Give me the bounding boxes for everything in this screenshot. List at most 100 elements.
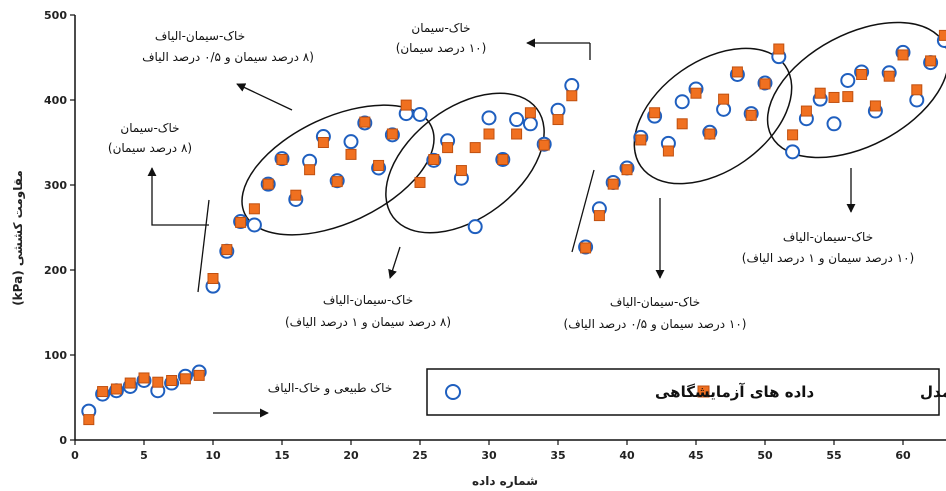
model-data-point (621, 164, 633, 176)
model-data-point (124, 377, 136, 389)
lab-data-point (785, 144, 801, 160)
model-data-point (414, 176, 426, 188)
model-data-point (911, 84, 923, 96)
x-tick-label: 40 (619, 449, 635, 462)
leader-group-8c (197, 199, 210, 293)
lab-data-point (467, 219, 483, 235)
model-data-point (83, 414, 95, 426)
model-data-point (759, 78, 771, 90)
annotation-10c-line1: خاک-سیمان (411, 21, 470, 35)
model-data-point (235, 216, 247, 228)
legend-label-model: داده های حاصل از مدل (920, 383, 946, 401)
x-axis-label: شماره داده (472, 474, 538, 488)
model-data-point (580, 242, 592, 254)
model-data-point (718, 93, 730, 105)
model-data-point (207, 273, 219, 284)
model-data-point (345, 148, 357, 160)
model-data-point (373, 159, 385, 171)
annotation-8c-05f-line2: (۸ درصد سیمان و ۰/۵ درصد الیاف (142, 50, 314, 65)
group-ellipses (241, 21, 946, 236)
model-data-point (828, 91, 840, 103)
model-data-point (676, 118, 688, 130)
model-data-point (745, 109, 757, 121)
model-data-point (690, 87, 702, 99)
model-data-point (704, 128, 716, 140)
model-data-point (731, 66, 743, 78)
lab-data-point (343, 134, 359, 150)
x-tick-label: 35 (550, 449, 565, 462)
annotation-8c-1f-line2: (۸ درصد سیمان و ۱ درصد الیاف) (285, 315, 451, 330)
arrow-group-8c-05f (236, 83, 293, 111)
lab-data-point (522, 116, 538, 132)
annotation-8c-05f-line1: خاک-سیمان-الیاف (155, 29, 245, 43)
model-data-point (110, 383, 122, 395)
x-tick-label: 45 (688, 449, 703, 462)
ellipse-group-8c-05f (241, 104, 435, 236)
lab-data-point (909, 92, 925, 108)
model-data-point (593, 210, 605, 222)
model-data-point (538, 139, 550, 151)
model-data-point (511, 128, 523, 140)
y-tick-label: 100 (44, 349, 67, 362)
model-data-point (635, 134, 647, 146)
ellipse-group-8c-1f (385, 92, 545, 234)
model-data-point (221, 244, 233, 256)
model-data-point (166, 375, 178, 386)
model-data-point (497, 154, 509, 165)
model-data-point (814, 87, 826, 99)
annotation-10c-05f-line2: (۱۰ درصد سیمان و ۰/۵ درصد الیاف) (564, 317, 747, 332)
annotation-natural-soil: خاک طبیعی و خاک-الیاف (268, 381, 393, 396)
legend: داده های حاصل از مدل داده های آزمایشگاهی (426, 368, 946, 416)
x-tick-label: 20 (343, 449, 359, 462)
model-data-point (152, 376, 164, 388)
model-data-point (566, 90, 578, 102)
annotation-10c-1f-line2: (۱۰ درصد سیمان و ۱ درصد الیاف) (742, 251, 914, 266)
leader-group-10c-05f-left (571, 169, 595, 253)
y-tick-label: 400 (44, 94, 67, 107)
legend-box (426, 368, 940, 416)
model-data-point (442, 142, 454, 154)
model-data-point (869, 100, 881, 112)
annotation-10c-05f-line1: خاک-سیمان-الیاف (610, 295, 700, 309)
lab-data-point (840, 72, 856, 88)
y-tick-label: 0 (59, 434, 67, 447)
y-tick-label: 200 (44, 264, 67, 277)
x-ticks: 0 5 10 15 20 25 30 35 40 45 50 55 60 (71, 440, 911, 462)
model-data-point (649, 107, 661, 119)
annotation-10c-1f-line1: خاک-سیمان-الیاف (783, 230, 873, 244)
lab-data-point (716, 101, 732, 117)
legend-label-lab: داده های آزمایشگاهی (655, 383, 814, 401)
model-data-point (938, 29, 946, 41)
model-data-point (800, 105, 812, 117)
model-data-point (524, 107, 536, 119)
model-data-point (248, 203, 260, 215)
model-data-point (842, 91, 854, 103)
legend-marker-model (697, 385, 710, 398)
model-data-point (897, 49, 909, 61)
x-tick-label: 0 (71, 449, 79, 462)
annotation-10c-line2: (۱۰ درصد سیمان) (396, 41, 487, 56)
x-tick-label: 55 (826, 449, 841, 462)
model-data-point (193, 369, 205, 381)
model-data-point (469, 142, 481, 154)
model-data-point (925, 55, 937, 67)
model-data-point (428, 154, 440, 165)
model-data-point (483, 128, 495, 140)
model-data-point (662, 145, 674, 157)
x-tick-label: 60 (895, 449, 911, 462)
model-data-point (276, 154, 288, 165)
lab-data-point (481, 110, 497, 126)
annotation-8c-line2: (۸ درصد سیمان) (108, 141, 192, 156)
x-tick-label: 50 (757, 449, 773, 462)
model-data-point (386, 128, 398, 140)
x-tick-label: 25 (412, 449, 427, 462)
model-data-point (97, 386, 109, 398)
model-data-point (773, 43, 785, 55)
model-data-point (179, 373, 191, 385)
lab-data-point (246, 217, 262, 233)
model-data-point (138, 372, 150, 384)
model-data-point (856, 69, 868, 80)
lab-data-point (674, 94, 690, 110)
model-data-point (290, 189, 302, 201)
